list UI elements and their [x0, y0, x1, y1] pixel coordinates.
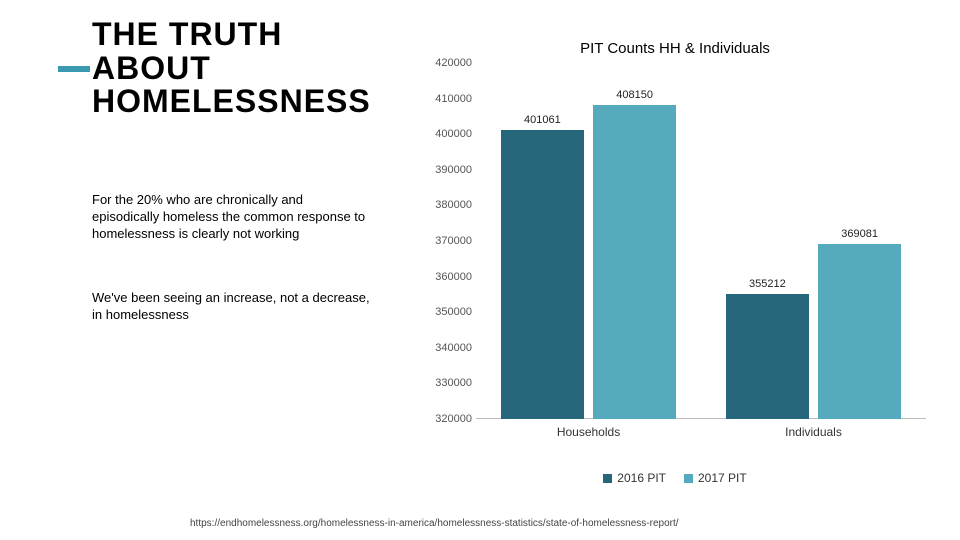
y-tick-label: 370000	[435, 235, 476, 247]
accent-bar	[58, 66, 90, 72]
y-tick-label: 350000	[435, 306, 476, 318]
y-tick-label: 410000	[435, 93, 476, 105]
bar: 369081	[818, 244, 901, 419]
y-tick-label: 330000	[435, 377, 476, 389]
y-tick-label: 400000	[435, 128, 476, 140]
y-tick-label: 390000	[435, 164, 476, 176]
bar: 401061	[501, 130, 584, 419]
legend-label: 2016 PIT	[617, 471, 666, 485]
page-title: THE TRUTH ABOUT HOMELESSNESS	[92, 18, 392, 119]
y-tick-label: 380000	[435, 199, 476, 211]
bar-group: 401061408150Households	[476, 63, 701, 419]
y-tick-label: 360000	[435, 271, 476, 283]
bar-value-label: 369081	[818, 228, 901, 240]
paragraph-1: For the 20% who are chronically and epis…	[92, 192, 372, 243]
chart-container: PIT Counts HH & Individuals 320000 330000…	[420, 40, 930, 470]
legend-swatch	[603, 474, 612, 483]
x-category-label: Households	[476, 419, 701, 439]
bar-value-label: 355212	[726, 278, 809, 290]
x-category-label: Individuals	[701, 419, 926, 439]
legend-item: 2016 PIT	[603, 471, 666, 485]
legend-swatch	[684, 474, 693, 483]
chart-title: PIT Counts HH & Individuals	[420, 40, 930, 57]
paragraph-2: We've been seeing an increase, not a dec…	[92, 290, 372, 324]
source-citation: https://endhomelessness.org/homelessness…	[190, 518, 679, 531]
bar: 408150	[593, 105, 676, 419]
chart-plot: 320000 330000 340000 350000 360000 370000 3800…	[420, 63, 930, 443]
bar-value-label: 408150	[593, 89, 676, 101]
legend-item: 2017 PIT	[684, 471, 747, 485]
y-tick-label: 420000	[435, 57, 476, 69]
y-tick-label: 320000	[435, 413, 476, 425]
y-tick-label: 340000	[435, 342, 476, 354]
bar-value-label: 401061	[501, 114, 584, 126]
legend-label: 2017 PIT	[698, 471, 747, 485]
bar: 355212	[726, 294, 809, 419]
chart-legend: 2016 PIT 2017 PIT	[420, 471, 930, 485]
bar-group: 355212369081Individuals	[701, 63, 926, 419]
